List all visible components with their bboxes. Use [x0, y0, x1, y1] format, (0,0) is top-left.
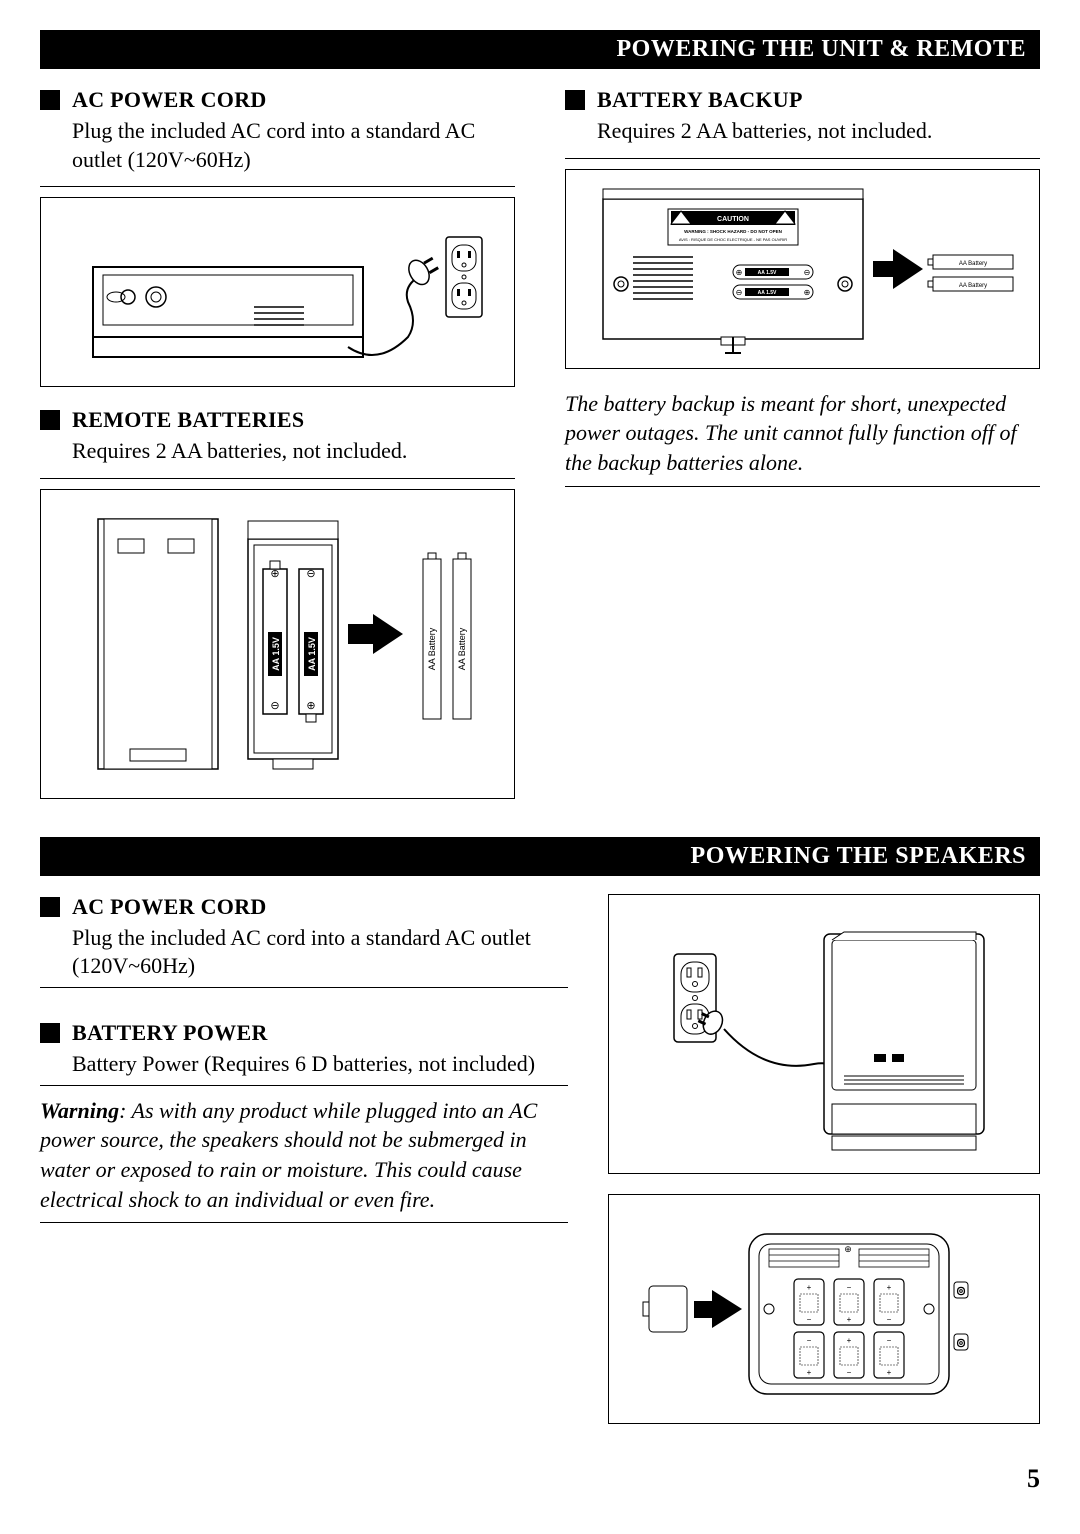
svg-text:⊕: ⊕ — [803, 288, 810, 297]
svg-text:⊕: ⊕ — [735, 268, 742, 277]
svg-text:+: + — [847, 1336, 852, 1345]
left-column: AC POWER CORD Plug the included AC cord … — [40, 87, 515, 819]
section-banner-speakers: POWERING THE SPEAKERS — [40, 837, 1040, 876]
svg-text:⊖: ⊖ — [270, 700, 279, 712]
divider — [40, 478, 515, 479]
svg-text:+: + — [887, 1283, 892, 1292]
svg-text:AA Battery: AA Battery — [958, 283, 986, 289]
divider — [565, 158, 1040, 159]
svg-text:−: − — [887, 1336, 892, 1345]
bullet-square-icon — [40, 1023, 60, 1043]
svg-text:+: + — [807, 1283, 812, 1292]
speakers-left-column: AC POWER CORD Plug the included AC cord … — [40, 894, 568, 1444]
speaker-warning-note: Warning: As with any product while plugg… — [40, 1096, 568, 1224]
svg-text:AA 1.5V: AA 1.5V — [757, 270, 776, 276]
heading-text: BATTERY POWER — [72, 1020, 268, 1046]
svg-text:AA 1.5V: AA 1.5V — [307, 637, 317, 671]
svg-text:⊖: ⊖ — [803, 268, 810, 277]
divider — [40, 1085, 568, 1086]
svg-text:−: − — [887, 1315, 892, 1324]
page-number: 5 — [40, 1464, 1040, 1494]
divider — [40, 186, 515, 187]
battery-power-body: Battery Power (Requires 6 D batteries, n… — [72, 1050, 568, 1079]
ac-power-cord-speakers-body: Plug the included AC cord into a standar… — [72, 924, 568, 981]
divider — [40, 987, 568, 988]
svg-text:AVIS : RISQUE DE CHOC ELECTRIQ: AVIS : RISQUE DE CHOC ELECTRIQUE - NE PA… — [678, 237, 786, 242]
ac-power-cord-heading: AC POWER CORD — [40, 87, 515, 113]
svg-text:−: − — [807, 1315, 812, 1324]
battery-power-heading: BATTERY POWER — [40, 1020, 568, 1046]
right-column: BATTERY BACKUP Requires 2 AA batteries, … — [565, 87, 1040, 819]
svg-text:AA 1.5V: AA 1.5V — [757, 290, 776, 296]
svg-text:+: + — [847, 1315, 852, 1324]
svg-text:+: + — [807, 1368, 812, 1377]
svg-text:+: + — [887, 1368, 892, 1377]
svg-text:CAUTION: CAUTION — [717, 216, 749, 223]
svg-text:⦿: ⦿ — [957, 1287, 965, 1296]
heading-text: BATTERY BACKUP — [597, 87, 803, 113]
svg-text:−: − — [847, 1368, 852, 1377]
svg-text:⊕: ⊕ — [306, 700, 315, 712]
bullet-square-icon — [40, 410, 60, 430]
svg-text:⊖: ⊖ — [306, 568, 315, 580]
bullet-square-icon — [40, 90, 60, 110]
heading-text: AC POWER CORD — [72, 894, 267, 920]
heading-text: REMOTE BATTERIES — [72, 407, 304, 433]
svg-text:−: − — [807, 1336, 812, 1345]
figure-speaker-batteries: ⊕ + − − + + − − + + − − + — [608, 1194, 1040, 1424]
svg-text:AA Battery: AA Battery — [427, 627, 437, 670]
figure-battery-backup: CAUTION WARNING : SHOCK HAZARD - DO NOT … — [565, 169, 1040, 369]
remote-batteries-heading: REMOTE BATTERIES — [40, 407, 515, 433]
remote-batteries-body: Requires 2 AA batteries, not included. — [72, 437, 515, 466]
svg-text:⊕: ⊕ — [270, 568, 279, 580]
ac-power-cord-speakers-heading: AC POWER CORD — [40, 894, 568, 920]
svg-text:⊖: ⊖ — [735, 288, 742, 297]
svg-text:AA Battery: AA Battery — [457, 627, 467, 670]
speakers-right-column: ⊕ + − − + + − − + + − − + — [608, 894, 1040, 1444]
svg-text:⊕: ⊕ — [844, 1244, 852, 1254]
battery-backup-note: The battery backup is meant for short, u… — [565, 389, 1040, 487]
section-banner-unit-remote: POWERING THE UNIT & REMOTE — [40, 30, 1040, 69]
svg-text:AA 1.5V: AA 1.5V — [271, 637, 281, 671]
figure-ac-cord-unit — [40, 197, 515, 387]
figure-speaker-ac — [608, 894, 1040, 1174]
bullet-square-icon — [565, 90, 585, 110]
svg-text:WARNING : SHOCK HAZARD - DO NO: WARNING : SHOCK HAZARD - DO NOT OPEN — [684, 229, 782, 234]
svg-text:⦿: ⦿ — [957, 1339, 965, 1348]
battery-backup-heading: BATTERY BACKUP — [565, 87, 1040, 113]
figure-remote-batteries: ⊕ ⊖ AA 1.5V ⊖ ⊕ AA 1.5V — [40, 489, 515, 799]
ac-power-cord-body: Plug the included AC cord into a standar… — [72, 117, 515, 174]
heading-text: AC POWER CORD — [72, 87, 267, 113]
warning-label: Warning — [40, 1098, 119, 1123]
svg-text:−: − — [847, 1283, 852, 1292]
battery-backup-body: Requires 2 AA batteries, not included. — [597, 117, 1040, 146]
bullet-square-icon — [40, 897, 60, 917]
svg-text:AA Battery: AA Battery — [958, 261, 986, 267]
